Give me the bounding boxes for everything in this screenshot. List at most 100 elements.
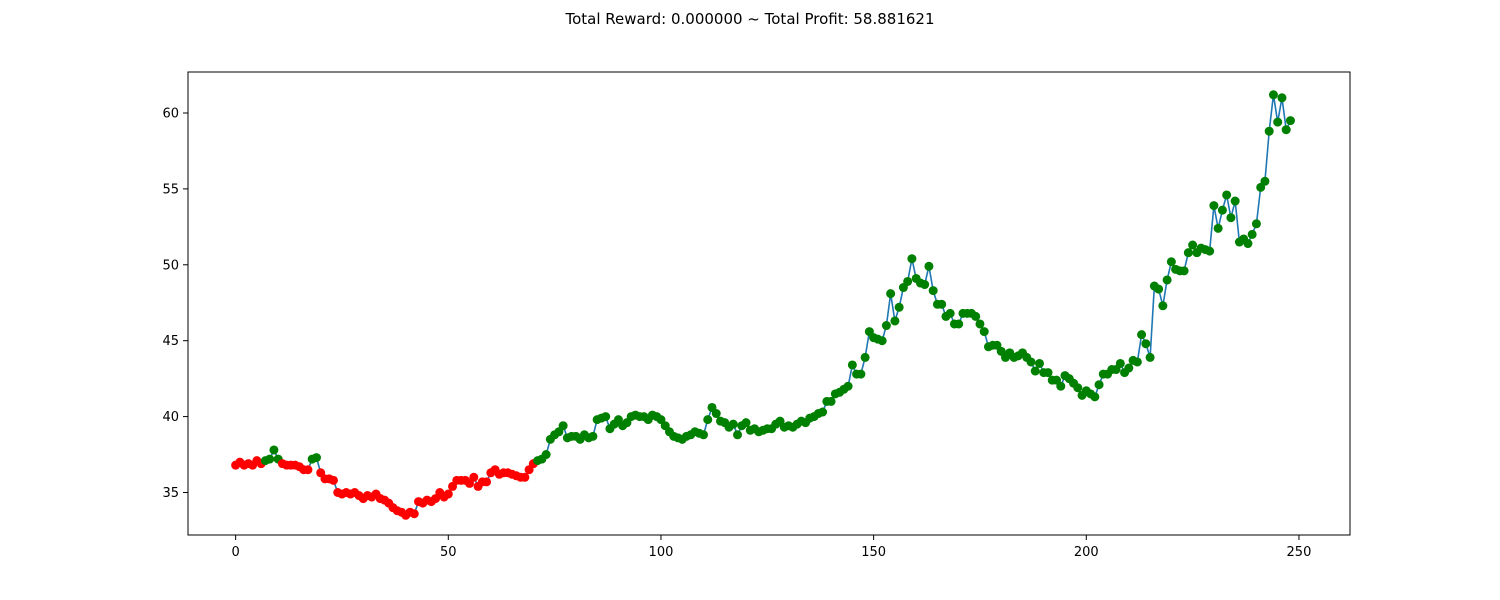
- y-tick-label: 55: [162, 182, 179, 197]
- short-position-marker: [443, 489, 453, 499]
- long-position-marker: [703, 415, 713, 425]
- long-position-marker: [894, 302, 904, 312]
- long-position-marker: [920, 280, 930, 290]
- long-position-marker: [1268, 90, 1278, 100]
- axes: [187, 71, 1351, 536]
- long-position-marker: [843, 381, 853, 391]
- long-position-marker: [1277, 93, 1287, 103]
- y-tick-label: 50: [162, 258, 179, 273]
- long-position-marker: [907, 254, 917, 264]
- long-position-marker: [265, 454, 275, 464]
- short-position-marker: [520, 472, 530, 482]
- price-line: [235, 93, 1292, 517]
- x-tick-label: 0: [231, 545, 239, 560]
- long-position-marker: [1132, 357, 1142, 367]
- x-tick-label: 150: [861, 545, 886, 560]
- short-position-marker: [482, 477, 492, 487]
- long-position-marker: [711, 409, 721, 419]
- long-position-marker: [971, 311, 981, 321]
- long-position-marker: [954, 319, 964, 329]
- long-position-marker: [269, 445, 279, 455]
- long-position-marker: [890, 316, 900, 326]
- long-position-marker: [1273, 117, 1283, 127]
- long-position-marker: [945, 308, 955, 318]
- long-position-marker: [728, 419, 738, 429]
- long-position-marker: [826, 396, 836, 406]
- long-position-marker: [1243, 239, 1253, 249]
- long-position-marker: [311, 453, 321, 463]
- long-position-marker: [1166, 257, 1176, 267]
- long-position-marker: [979, 327, 989, 337]
- long-position-marker: [1188, 240, 1198, 250]
- short-position-marker: [469, 472, 479, 482]
- long-position-marker: [881, 321, 891, 331]
- long-position-marker: [1260, 176, 1270, 186]
- long-position-marker: [1230, 196, 1240, 206]
- long-position-marker: [856, 369, 866, 379]
- long-position-marker: [1251, 219, 1261, 229]
- long-position-marker: [1145, 352, 1155, 362]
- long-position-marker: [1162, 275, 1172, 285]
- long-position-marker: [1264, 126, 1274, 136]
- long-position-marker: [877, 336, 887, 346]
- long-position-marker: [1209, 201, 1219, 211]
- x-tick-label: 100: [649, 545, 674, 560]
- long-position-marker: [1026, 357, 1036, 367]
- long-position-marker: [924, 261, 934, 271]
- long-position-marker: [1179, 266, 1189, 276]
- long-position-marker: [601, 412, 611, 422]
- long-position-marker: [1183, 248, 1193, 258]
- short-position-marker: [328, 475, 338, 485]
- long-position-marker: [1137, 330, 1147, 340]
- chart-title: Total Reward: 0.000000 ~ Total Profit: 5…: [565, 10, 935, 28]
- long-position-marker: [1073, 383, 1083, 393]
- long-position-marker: [1285, 116, 1295, 126]
- x-tick-label: 250: [1287, 545, 1312, 560]
- long-position-marker: [1141, 339, 1151, 349]
- long-position-marker: [1090, 392, 1100, 402]
- long-position-marker: [1043, 368, 1053, 378]
- y-tick-label: 40: [162, 410, 179, 425]
- long-position-marker: [1035, 358, 1045, 368]
- long-position-marker: [928, 286, 938, 296]
- long-position-marker: [1281, 125, 1291, 135]
- long-position-marker: [1247, 229, 1257, 239]
- tick-layer: 0 50 100 150 200 250 35 40 45 50 55 60: [162, 106, 1311, 560]
- long-position-marker: [1030, 366, 1040, 376]
- y-tick-label: 35: [162, 486, 179, 501]
- long-position-marker: [818, 407, 828, 417]
- long-position-marker: [975, 319, 985, 329]
- long-position-marker: [1124, 363, 1134, 373]
- long-position-marker: [1154, 284, 1164, 294]
- axes-frame: [187, 71, 1351, 536]
- y-tick-label: 60: [162, 106, 179, 121]
- long-position-marker: [1213, 223, 1223, 233]
- y-tick-label: 45: [162, 334, 179, 349]
- long-position-marker: [860, 352, 870, 362]
- long-position-marker: [937, 299, 947, 309]
- long-position-marker: [847, 360, 857, 370]
- series-line-layer: [235, 93, 1292, 517]
- long-position-marker: [741, 418, 751, 428]
- short-position-marker: [303, 465, 313, 475]
- long-position-marker: [1056, 381, 1066, 391]
- x-tick-label: 200: [1074, 545, 1099, 560]
- long-position-marker: [1217, 205, 1227, 215]
- long-position-marker: [886, 289, 896, 299]
- short-position-marker: [409, 509, 419, 519]
- long-position-marker: [733, 430, 743, 440]
- long-position-marker: [1094, 380, 1104, 390]
- long-position-marker: [1205, 246, 1215, 256]
- long-position-marker: [1158, 301, 1168, 311]
- x-tick-label: 50: [440, 545, 457, 560]
- long-position-marker: [588, 431, 598, 441]
- long-position-marker: [541, 450, 551, 460]
- marker-layer: [231, 90, 1295, 520]
- long-position-marker: [1222, 190, 1232, 200]
- long-position-marker: [699, 430, 708, 440]
- long-position-marker: [1115, 358, 1125, 368]
- long-position-marker: [1226, 213, 1236, 223]
- long-position-marker: [558, 421, 568, 431]
